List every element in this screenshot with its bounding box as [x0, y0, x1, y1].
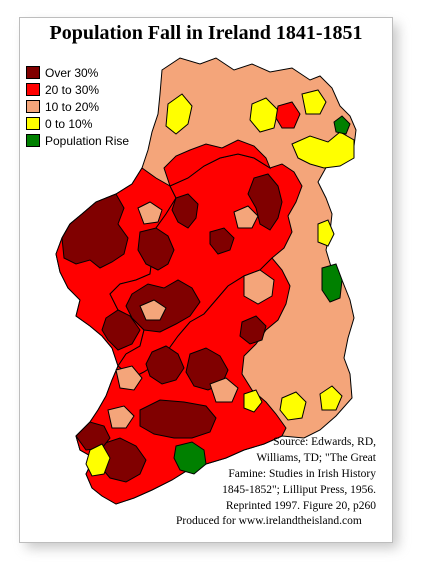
salmon-waterford	[209, 377, 239, 403]
maroon-cavan	[247, 173, 283, 231]
yellow-wexford	[279, 391, 307, 421]
yellow-cork-coast	[85, 443, 111, 477]
source-line: Williams, TD; "The Great	[256, 452, 376, 464]
salmon-westmeath	[233, 205, 259, 229]
salmon-galway-city	[139, 299, 167, 321]
salmon-sligo	[137, 201, 163, 225]
legend: Over 30% 20 to 30% 10 to 20% 0 to 10% Po…	[26, 64, 129, 149]
green-dublin	[321, 263, 343, 303]
yellow-donegal-west	[165, 93, 193, 135]
yellow-donegal-north	[249, 97, 279, 133]
map-title: Population Fall in Ireland 1841-1851	[49, 22, 363, 44]
yellow-antrim-down	[291, 131, 355, 169]
legend-swatch	[26, 100, 40, 113]
produced-by: Produced for www.irelandtheisland.com	[176, 515, 362, 527]
maroon-roscommon	[137, 227, 175, 271]
yellow-waterford-coast	[243, 389, 263, 413]
yellow-derry	[301, 89, 327, 115]
legend-item-0-10: 0 to 10%	[26, 115, 129, 132]
maroon-kilkenny	[239, 315, 267, 345]
legend-swatch	[26, 83, 40, 96]
legend-label: 10 to 20%	[45, 99, 100, 114]
yellow-wicklow-coast	[319, 385, 343, 411]
legend-item-population-rise: Population Rise	[26, 132, 129, 149]
red-tyrone	[275, 101, 301, 129]
legend-item-10-20: 10 to 20%	[26, 98, 129, 115]
salmon-clare-coast	[115, 365, 143, 391]
green-belfast	[333, 115, 351, 135]
source-citation: Source: Edwards, RD, Williams, TD; "The …	[222, 434, 376, 514]
legend-swatch	[26, 134, 40, 147]
source-line: Reprinted 1997. Figure 20, p260	[225, 500, 376, 512]
legend-label: 0 to 10%	[45, 116, 93, 131]
salmon-laois	[243, 269, 275, 305]
yellow-louth	[317, 219, 335, 247]
green-cork	[173, 441, 207, 475]
maroon-longford	[209, 227, 235, 255]
maroon-north-cork	[139, 399, 217, 439]
salmon-kerry-north	[107, 405, 135, 429]
source-line: 1845-1852"; Lilliput Press, 1956.	[222, 484, 376, 496]
maroon-west-mayo	[61, 193, 129, 269]
maroon-kerry	[75, 421, 111, 451]
maroon-limerick	[145, 345, 185, 385]
ireland-map	[55, 57, 357, 505]
source-line: Famine: Studies in Irish History	[228, 468, 376, 480]
legend-swatch	[26, 66, 40, 79]
source-line: Source: Edwards, RD,	[273, 436, 376, 448]
maroon-leitrim	[171, 193, 199, 229]
legend-swatch	[26, 117, 40, 130]
legend-label: Population Rise	[45, 133, 130, 148]
legend-label: 20 to 30%	[45, 82, 100, 97]
legend-label: Over 30%	[45, 65, 99, 80]
north-red-region	[163, 139, 272, 187]
map-frame: Population Fall in Ireland 1841-1851 Ove…	[19, 17, 393, 543]
maroon-clare	[101, 309, 141, 351]
legend-item-20-30: 20 to 30%	[26, 81, 129, 98]
legend-item-over-30: Over 30%	[26, 64, 129, 81]
